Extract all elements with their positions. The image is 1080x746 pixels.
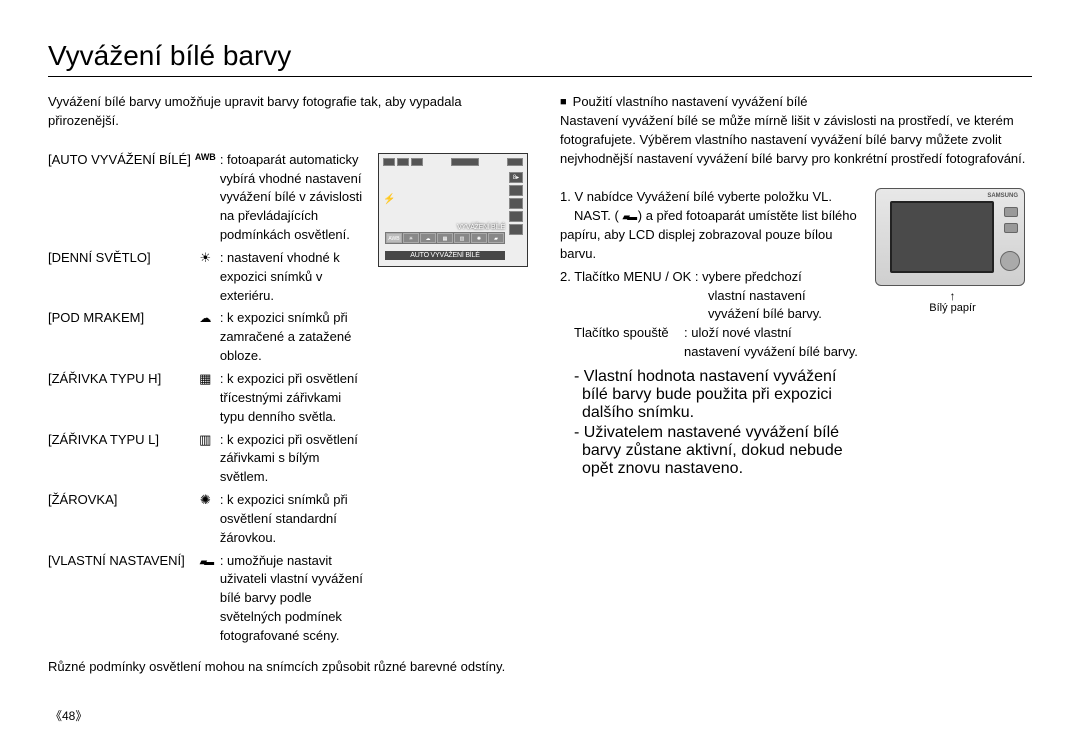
lcd-wb-opt: ☁ bbox=[420, 233, 436, 243]
wb-mode-label: [AUTO VYVÁŽENÍ BÍLÉ] bbox=[48, 149, 195, 247]
wb-mode-row: [POD MRAKEM] : k expozici snímků při zamr… bbox=[48, 307, 370, 368]
manual-page: Vyvážení bílé barvy Vyvážení bílé barvy … bbox=[0, 0, 1080, 697]
wb-modes-table: [AUTO VYVÁŽENÍ BÍLÉ]AWB: fotoaparát auto… bbox=[48, 149, 370, 648]
right-heading: ■Použití vlastního nastavení vyvážení bí… bbox=[560, 93, 1030, 112]
lcd-wb-opt: ☀ bbox=[403, 233, 419, 243]
step-2: 2. Tlačítko MENU / OK : vybere předchozí… bbox=[560, 268, 863, 362]
wb-mode-label: [ZÁŘIVKA TYPU L] bbox=[48, 429, 195, 490]
title-rule bbox=[48, 76, 1032, 77]
wb-mode-row: [AUTO VYVÁŽENÍ BÍLÉ]AWB: fotoaparát auto… bbox=[48, 149, 370, 247]
lcd-screen: ⚡ 8▸ VYVÁŽENÍ BÍLÉ AWB ☀ ☁ bbox=[378, 153, 528, 267]
camera-screen bbox=[890, 201, 994, 273]
intro-text: Vyvážení bílé barvy umožňuje upravit bar… bbox=[48, 93, 528, 131]
step-1: 1. V nabídce Vyvážení bílé vyberte polož… bbox=[560, 188, 863, 263]
wb-mode-desc: : k expozici při osvětlení zářivkami s b… bbox=[220, 429, 370, 490]
lcd-figure: ⚡ 8▸ VYVÁŽENÍ BÍLÉ AWB ☀ ☁ bbox=[378, 153, 528, 267]
lcd-wb-opt: ▦ bbox=[437, 233, 453, 243]
wb-mode-icon: ✺ bbox=[195, 489, 220, 550]
two-column-layout: Vyvážení bílé barvy umožňuje upravit bar… bbox=[48, 93, 1032, 677]
camera-caption: Bílý papír bbox=[875, 302, 1030, 314]
note-item: - Vlastní hodnota nastavení vyvážení bíl… bbox=[574, 368, 863, 422]
wb-mode-icon: ▥ bbox=[195, 429, 220, 490]
wb-mode-desc: : k expozici při osvětlení třícestnými z… bbox=[220, 368, 370, 429]
wb-mode-desc: : k expozici snímků při osvětlení standa… bbox=[220, 489, 370, 550]
wb-mode-icon: AWB bbox=[195, 149, 220, 247]
camera-dpad bbox=[1000, 251, 1020, 271]
note-item: - Uživatelem nastavené vyvážení bílé bar… bbox=[574, 424, 863, 478]
lcd-wb-opt: AWB bbox=[386, 233, 402, 243]
flash-icon: ⚡ bbox=[383, 194, 395, 205]
lcd-caption: AUTO VYVÁŽENÍ BÍLÉ bbox=[385, 251, 505, 260]
wb-mode-label: [DENNÍ SVĚTLO] bbox=[48, 247, 195, 308]
notes: - Vlastní hodnota nastavení vyvážení bíl… bbox=[574, 368, 863, 478]
wb-mode-row: [DENNÍ SVĚTLO]☀: nastavení vhodné k expo… bbox=[48, 247, 370, 308]
camera-figure: SAMSUNG ↑ Bílý papír bbox=[875, 188, 1030, 480]
lcd-wb-opt: ▥ bbox=[454, 233, 470, 243]
side-icon bbox=[509, 211, 523, 222]
page-number: 《48》 bbox=[50, 707, 87, 724]
lcd-wb-opt: ▰ bbox=[488, 233, 504, 243]
wb-mode-icon: ☀ bbox=[195, 247, 220, 308]
wb-mode-row: [ŽÁROVKA]✺: k expozici snímků při osvětl… bbox=[48, 489, 370, 550]
camera-illustration: SAMSUNG bbox=[875, 188, 1025, 286]
page-title: Vyvážení bílé barvy bbox=[48, 40, 1032, 72]
lcd-wb-strip: AWB ☀ ☁ ▦ ▥ ✺ ▰ bbox=[385, 232, 505, 244]
lcd-wb-opt: ✺ bbox=[471, 233, 487, 243]
wb-mode-icon bbox=[195, 550, 220, 648]
custom-wb-icon bbox=[622, 208, 634, 223]
wb-mode-desc: : fotoaparát automaticky vybírá vhodné n… bbox=[220, 149, 370, 247]
right-column: ■Použití vlastního nastavení vyvážení bí… bbox=[560, 93, 1030, 677]
left-column: Vyvážení bílé barvy umožňuje upravit bar… bbox=[48, 93, 528, 677]
square-bullet-icon: ■ bbox=[560, 96, 567, 108]
steps-block: 1. V nabídce Vyvážení bílé vyberte polož… bbox=[560, 188, 1030, 480]
camera-brand: SAMSUNG bbox=[987, 193, 1018, 199]
right-paragraph: Nastavení vyvážení bílé se může mírně li… bbox=[560, 112, 1030, 169]
wb-mode-desc: : umožňuje nastavit uživateli vlastní vy… bbox=[220, 550, 370, 648]
wb-mode-icon: ▦ bbox=[195, 368, 220, 429]
side-icon: 8▸ bbox=[509, 172, 523, 183]
wb-mode-row: [ZÁŘIVKA TYPU H]▦: k expozici při osvětl… bbox=[48, 368, 370, 429]
wb-mode-desc: : nastavení vhodné k expozici snímků v e… bbox=[220, 247, 370, 308]
wb-mode-desc: : k expozici snímků při zamračené a zata… bbox=[220, 307, 370, 368]
wb-mode-label: [VLASTNÍ NASTAVENÍ] bbox=[48, 550, 195, 648]
wb-mode-label: [ŽÁROVKA] bbox=[48, 489, 195, 550]
side-icon bbox=[509, 198, 523, 209]
wb-mode-icon bbox=[195, 307, 220, 368]
side-icon bbox=[509, 185, 523, 196]
wb-mode-label: [POD MRAKEM] bbox=[48, 307, 195, 368]
shutter-label: Tlačítko spouště bbox=[574, 324, 684, 343]
wb-mode-label: [ZÁŘIVKA TYPU H] bbox=[48, 368, 195, 429]
left-footnote: Různé podmínky osvětlení mohou na snímcí… bbox=[48, 658, 528, 677]
lcd-strip-title: VYVÁŽENÍ BÍLÉ bbox=[385, 224, 505, 231]
wb-mode-row: [VLASTNÍ NASTAVENÍ] : umožňuje nastavit u… bbox=[48, 550, 370, 648]
wb-mode-row: [ZÁŘIVKA TYPU L]▥: k expozici při osvětl… bbox=[48, 429, 370, 490]
up-arrow-icon: ↑ bbox=[875, 290, 1030, 302]
side-icon bbox=[509, 224, 523, 235]
